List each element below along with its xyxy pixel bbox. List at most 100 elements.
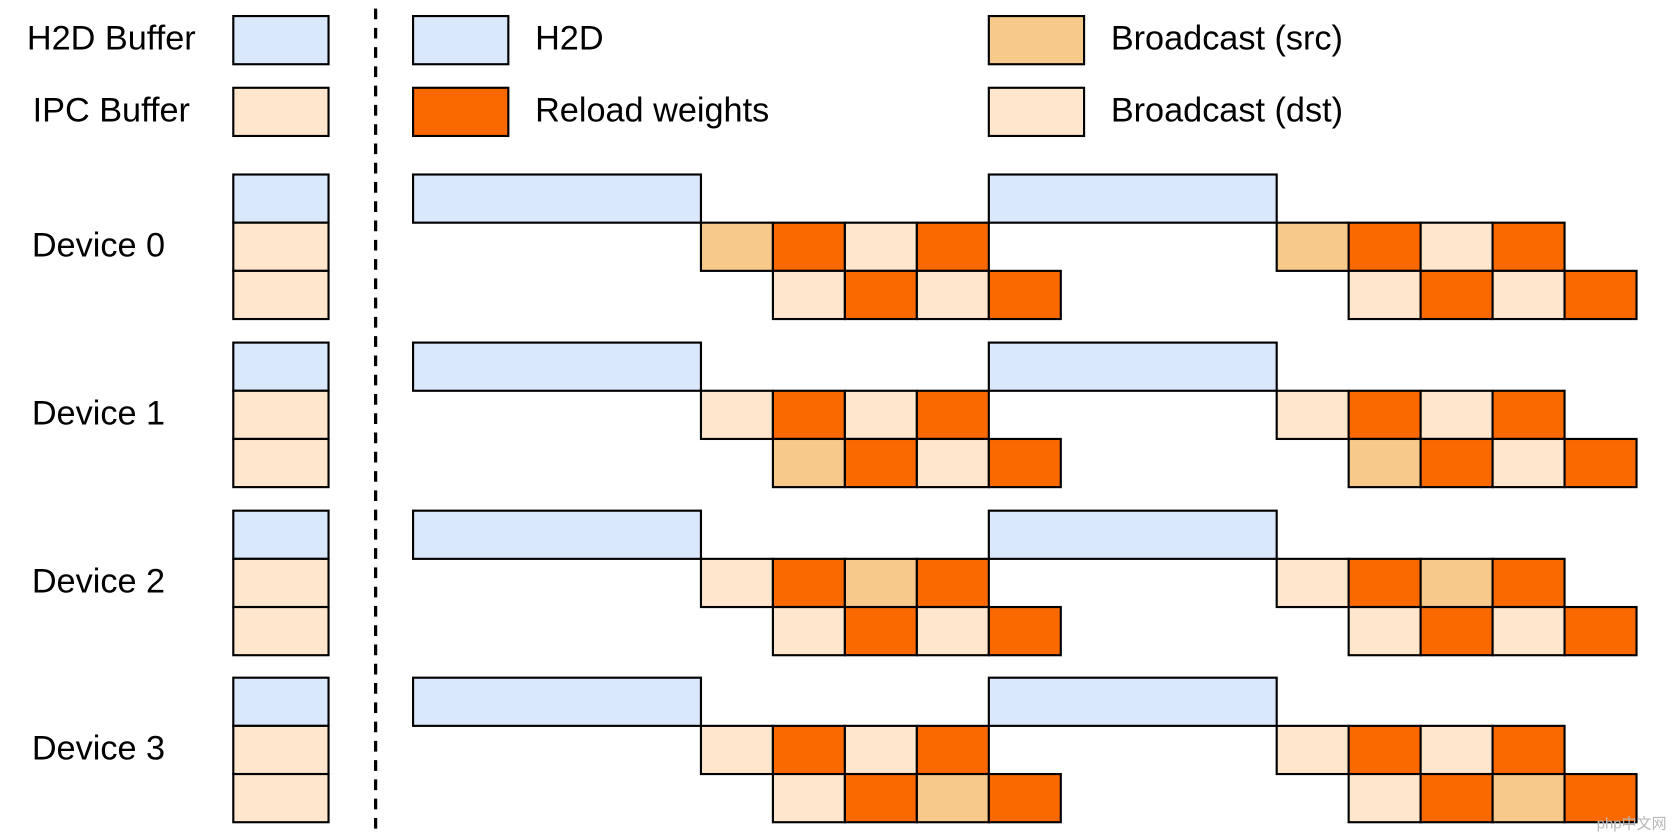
reload-block	[843, 437, 918, 489]
reload-block	[1563, 269, 1638, 321]
reload-block	[1419, 437, 1494, 489]
broadcast-dst-block	[1491, 605, 1566, 657]
broadcast-src-block	[1491, 772, 1566, 824]
broadcast-dst-block	[843, 221, 918, 272]
broadcast-dst-block	[915, 437, 990, 489]
reload-block	[1563, 437, 1638, 489]
reload-block	[915, 389, 990, 441]
reload-block	[1347, 221, 1422, 272]
broadcast-dst-block	[1491, 269, 1566, 321]
reload-block	[987, 269, 1062, 321]
reload-block	[1419, 269, 1494, 321]
reload-block	[1491, 557, 1566, 609]
legend-label: H2D	[535, 20, 604, 58]
broadcast-dst-block	[1347, 772, 1422, 824]
broadcast-dst-block	[1419, 221, 1494, 272]
buffer-ipc	[232, 437, 330, 489]
reload-block	[1563, 772, 1638, 824]
reload-block	[1419, 772, 1494, 824]
reload-block	[915, 221, 990, 272]
broadcast-src-block	[771, 437, 846, 489]
broadcast-dst-block	[699, 557, 774, 609]
buffer-h2d	[232, 509, 330, 560]
broadcast-src-block	[1347, 437, 1422, 489]
device-label: Device 1	[32, 394, 165, 432]
reload-block	[843, 605, 918, 657]
legend-label: H2D Buffer	[27, 20, 196, 58]
broadcast-dst-block	[1347, 269, 1422, 321]
device-label: Device 3	[32, 730, 165, 768]
broadcast-dst-block	[843, 389, 918, 441]
broadcast-src-block	[1419, 557, 1494, 609]
legend-swatch	[412, 86, 510, 138]
h2d-block	[987, 509, 1278, 560]
reload-block	[987, 772, 1062, 824]
h2d-block	[987, 676, 1278, 727]
reload-block	[771, 389, 846, 441]
broadcast-dst-block	[1275, 389, 1350, 441]
reload-block	[1491, 389, 1566, 441]
buffer-h2d	[232, 173, 330, 224]
device-label: Device 0	[32, 226, 165, 264]
broadcast-dst-block	[1275, 724, 1350, 776]
reload-block	[843, 269, 918, 321]
buffer-ipc	[232, 221, 330, 272]
legend-swatch	[232, 86, 330, 138]
reload-block	[915, 557, 990, 609]
device-label: Device 2	[32, 563, 165, 601]
h2d-block	[987, 341, 1278, 392]
broadcast-dst-block	[1347, 605, 1422, 657]
reload-block	[1347, 724, 1422, 776]
reload-block	[915, 724, 990, 776]
broadcast-dst-block	[771, 605, 846, 657]
buffer-ipc	[232, 389, 330, 441]
legend-swatch	[987, 86, 1086, 138]
broadcast-dst-block	[771, 772, 846, 824]
broadcast-src-block	[699, 221, 774, 272]
broadcast-src-block	[915, 772, 990, 824]
reload-block	[1419, 605, 1494, 657]
buffer-h2d	[232, 676, 330, 727]
legend-swatch	[412, 14, 510, 66]
reload-block	[1563, 605, 1638, 657]
reload-block	[843, 772, 918, 824]
broadcast-dst-block	[915, 605, 990, 657]
broadcast-dst-block	[915, 269, 990, 321]
reload-block	[1347, 557, 1422, 609]
broadcast-dst-block	[1419, 724, 1494, 776]
broadcast-dst-block	[1275, 557, 1350, 609]
h2d-block	[412, 341, 703, 392]
buffer-ipc	[232, 605, 330, 657]
watermark: php中文网	[1597, 815, 1667, 832]
buffer-h2d	[232, 341, 330, 392]
h2d-block	[412, 509, 703, 560]
broadcast-src-block	[1275, 221, 1350, 272]
broadcast-dst-block	[1491, 437, 1566, 489]
reload-block	[771, 221, 846, 272]
h2d-block	[412, 173, 703, 224]
broadcast-dst-block	[699, 389, 774, 441]
broadcast-src-block	[843, 557, 918, 609]
legend-label: Broadcast (dst)	[1111, 91, 1343, 129]
legend-label: IPC Buffer	[33, 91, 190, 129]
legend-swatch	[232, 14, 330, 66]
legend-label: Broadcast (src)	[1111, 20, 1343, 58]
legend-swatch	[987, 14, 1086, 66]
buffer-ipc	[232, 724, 330, 776]
legend-label: Reload weights	[535, 91, 769, 129]
reload-block	[987, 437, 1062, 489]
reload-block	[987, 605, 1062, 657]
reload-block	[1347, 389, 1422, 441]
broadcast-dst-block	[843, 724, 918, 776]
buffer-ipc	[232, 772, 330, 824]
broadcast-dst-block	[1419, 389, 1494, 441]
buffer-ipc	[232, 269, 330, 321]
reload-block	[771, 557, 846, 609]
h2d-block	[412, 676, 703, 727]
broadcast-dst-block	[699, 724, 774, 776]
h2d-block	[987, 173, 1278, 224]
reload-block	[1491, 221, 1566, 272]
reload-block	[1491, 724, 1566, 776]
broadcast-dst-block	[771, 269, 846, 321]
